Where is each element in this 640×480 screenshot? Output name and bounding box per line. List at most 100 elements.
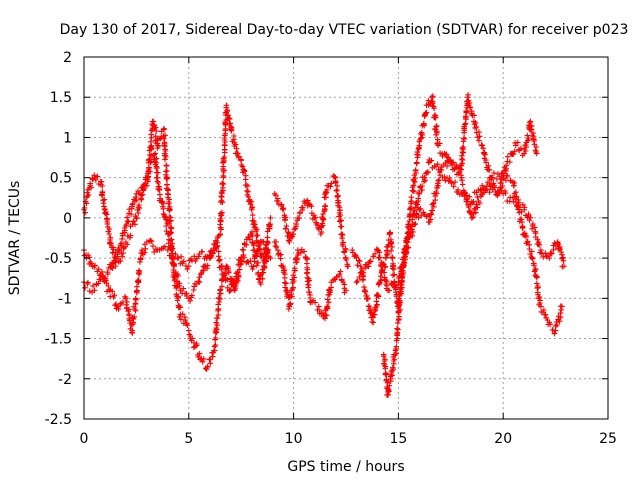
data-point [421,174,428,181]
data-point [142,183,148,189]
data-point [466,100,473,106]
data-point [253,253,260,260]
data-point [459,149,466,155]
data-point [467,104,473,111]
data-point [408,194,415,200]
data-point [289,293,295,300]
data-point [384,282,390,289]
data-point [248,205,255,211]
data-point [403,249,410,255]
points-layer [81,92,567,398]
data-point [322,203,329,209]
data-point [150,243,156,249]
data-point [473,124,480,130]
data-point [105,228,112,235]
data-point [89,289,95,295]
data-point [234,277,240,283]
data-point [436,177,442,183]
data-point [482,187,489,194]
data-point [106,226,113,232]
data-point [535,284,541,291]
x-tick-label: 20 [494,431,512,447]
data-point [450,159,456,166]
data-point [289,286,296,292]
data-point [404,239,411,245]
data-point [175,273,181,279]
data-point [253,228,259,234]
x-tick-label: 0 [80,431,89,447]
data-point [256,276,262,283]
data-point [473,209,479,216]
data-point [226,269,232,276]
data-point [150,153,156,159]
data-point [541,307,547,313]
data-point [337,223,344,230]
data-point [532,267,538,273]
data-point [178,254,184,260]
data-point [98,179,105,185]
data-point [141,249,148,256]
data-point [547,251,554,257]
data-point [530,130,536,136]
data-point [100,277,106,283]
data-point [406,234,413,240]
data-point [124,218,131,224]
data-point [119,253,125,260]
data-point [434,161,441,167]
data-point [126,306,132,313]
data-point [488,183,494,189]
data-point [463,192,470,199]
data-point [328,284,334,291]
data-point [124,299,130,305]
y-tick-label: -1 [58,291,72,307]
data-point [236,266,243,273]
data-point [415,190,421,196]
data-point [263,254,270,260]
data-point [224,107,230,113]
y-tick-label: -2.5 [45,412,72,428]
data-point [427,216,434,223]
data-point [211,347,218,354]
data-point [412,221,419,227]
data-point [179,311,186,317]
data-point [304,266,311,273]
data-point [361,284,367,290]
data-point [218,267,225,273]
data-point [393,289,399,295]
data-point [385,387,392,394]
data-point [395,320,401,326]
data-point [148,143,155,150]
data-point [83,200,90,207]
data-point [134,283,140,290]
data-point [300,205,306,211]
data-point [109,288,115,295]
data-point [342,245,349,252]
data-point [489,186,496,193]
data-point [532,266,539,272]
data-point [547,321,553,328]
data-point [226,120,233,127]
data-point [332,276,338,283]
data-point [531,224,538,231]
data-point [219,194,225,200]
data-point [147,237,154,244]
data-point [219,283,225,290]
data-point [411,178,417,184]
data-point [277,255,284,262]
data-point [416,191,423,197]
data-point [388,248,394,254]
data-point [324,296,331,303]
data-point [386,382,393,389]
data-point [556,318,563,324]
data-point [513,142,519,149]
data-point [401,260,408,266]
data-point [461,136,467,142]
y-tick-label: 2 [63,50,72,66]
data-point [449,160,456,166]
data-point [505,173,511,179]
data-point [221,142,228,148]
data-point [306,289,312,295]
data-point [255,260,261,266]
data-point [196,350,203,357]
data-point [85,192,92,198]
